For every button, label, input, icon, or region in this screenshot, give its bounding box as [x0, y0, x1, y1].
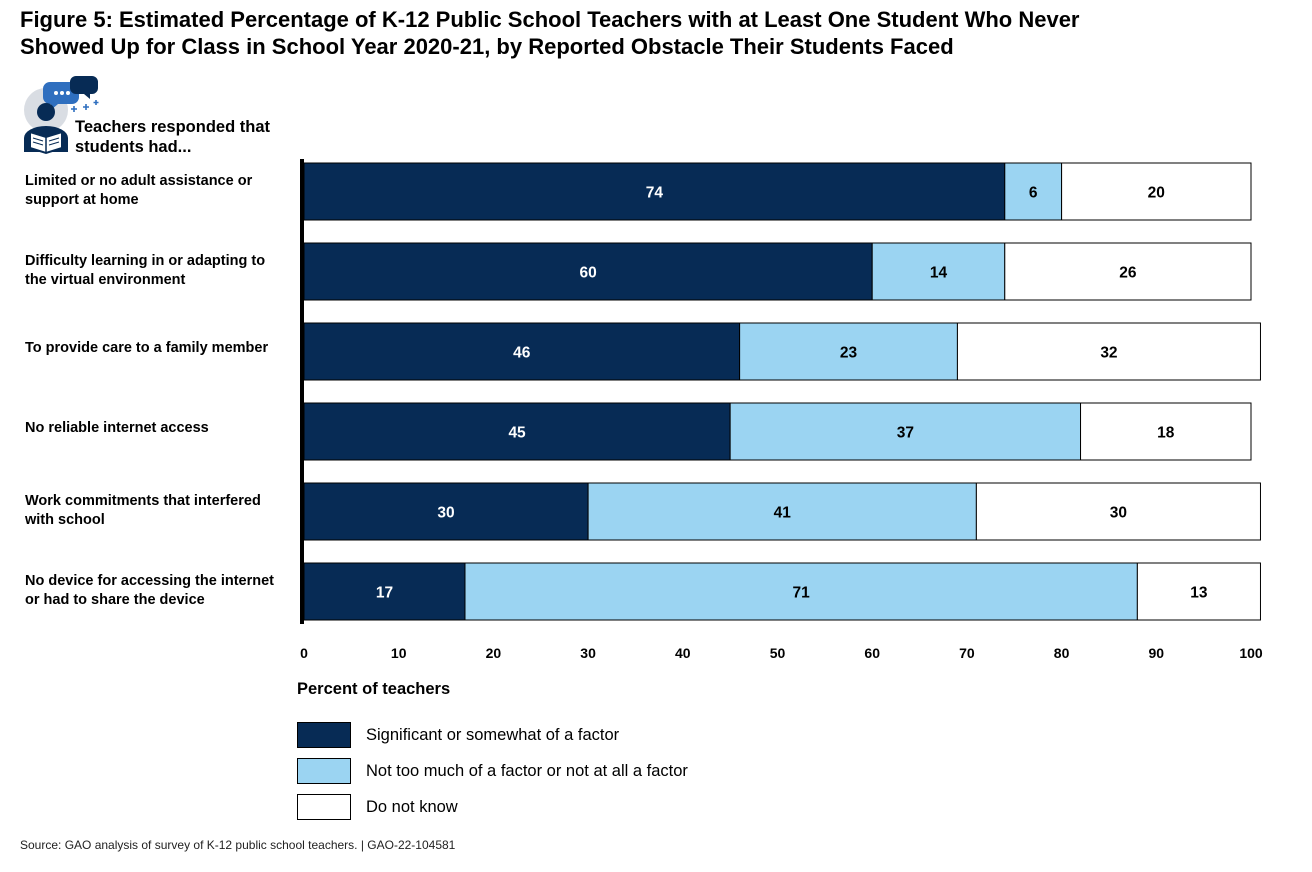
legend-swatch-do-not-know	[297, 794, 351, 820]
x-tick-label: 100	[1239, 645, 1263, 661]
legend-item-significant: Significant or somewhat of a factor	[297, 717, 688, 753]
bar-segment	[956, 322, 1261, 381]
icon-caption-line-2: students had...	[75, 138, 192, 156]
bar-value-label: 74	[646, 185, 664, 202]
stacked-bar-chart: Limited or no adult assistance or support…	[24, 159, 1263, 698]
icon-caption: Teachers responded that students had...	[75, 117, 270, 157]
bar-value-label: 13	[1190, 585, 1208, 602]
x-axis-title: Percent of teachers	[297, 680, 450, 698]
x-tick-label: 70	[959, 645, 975, 661]
bar-value-label: 17	[376, 585, 393, 602]
bar-value-label: 26	[1119, 265, 1137, 282]
legend-label-significant: Significant or somewhat of a factor	[366, 725, 620, 744]
category-label: To provide care to a family member	[25, 340, 268, 356]
legend-item-do-not-know: Do not know	[297, 789, 688, 825]
bar-segment	[1136, 562, 1261, 621]
bar-value-label: 20	[1148, 185, 1165, 202]
bar-segment	[975, 482, 1261, 541]
legend-item-not-a-factor: Not too much of a factor or not at all a…	[297, 753, 688, 789]
bar-segment	[464, 562, 1138, 621]
bar-value-label: 23	[840, 345, 858, 362]
icon-caption-line-1: Teachers responded that	[75, 118, 270, 136]
bar-segment	[303, 562, 466, 621]
bar-segment	[303, 322, 741, 381]
bar-value-label: 45	[508, 425, 526, 442]
bar-value-label: 37	[897, 425, 914, 442]
category-label: No reliable internet access	[25, 420, 209, 436]
figure-title: Figure 5: Estimated Percentage of K-12 P…	[20, 6, 1290, 60]
bar-value-label: 46	[513, 345, 531, 362]
bar-value-label: 18	[1157, 425, 1175, 442]
legend-swatch-significant	[297, 722, 351, 748]
x-tick-label: 30	[580, 645, 596, 661]
bar-value-label: 71	[793, 585, 811, 602]
legend-label-do-not-know: Do not know	[366, 797, 458, 816]
bar-segment	[1061, 162, 1252, 221]
bar-segment	[303, 402, 731, 461]
bar-value-label: 6	[1029, 185, 1038, 202]
x-tick-label: 80	[1054, 645, 1070, 661]
source-note: Source: GAO analysis of survey of K-12 p…	[20, 838, 456, 852]
x-tick-label: 40	[675, 645, 691, 661]
x-tick-label: 60	[864, 645, 880, 661]
bar-value-label: 30	[1110, 505, 1127, 522]
x-tick-label: 0	[300, 645, 308, 661]
bar-segment	[303, 242, 873, 301]
x-tick-label: 90	[1149, 645, 1165, 661]
bar-segment	[1080, 402, 1252, 461]
bar-segment	[729, 402, 1082, 461]
bar-value-label: 60	[579, 265, 596, 282]
bar-value-label: 30	[437, 505, 454, 522]
category-label: No device for accessing the internet or h…	[25, 573, 274, 608]
bar-segment	[303, 482, 589, 541]
bar-segment	[739, 322, 958, 381]
x-tick-label: 10	[391, 645, 407, 661]
category-label: Work commitments that interfered with sch…	[24, 493, 261, 528]
teacher-reading-icon	[24, 76, 99, 155]
bar-segment	[587, 482, 977, 541]
category-label: Difficulty learning in or adapting to the…	[25, 253, 265, 288]
bar-value-label: 41	[774, 505, 792, 522]
figure-title-line-1: Figure 5: Estimated Percentage of K-12 P…	[20, 7, 1080, 32]
chart-legend: Significant or somewhat of a factor Not …	[297, 717, 688, 825]
legend-swatch-not-a-factor	[297, 758, 351, 784]
x-tick-label: 50	[770, 645, 786, 661]
bar-segment	[303, 162, 1006, 221]
x-tick-label: 20	[486, 645, 502, 661]
bar-value-label: 32	[1100, 345, 1117, 362]
bar-segment	[1004, 242, 1252, 301]
figure-title-line-2: Showed Up for Class in School Year 2020-…	[20, 34, 954, 59]
bar-value-label: 14	[930, 265, 948, 282]
category-label: Limited or no adult assistance or support…	[25, 173, 253, 208]
legend-label-not-a-factor: Not too much of a factor or not at all a…	[366, 761, 688, 780]
